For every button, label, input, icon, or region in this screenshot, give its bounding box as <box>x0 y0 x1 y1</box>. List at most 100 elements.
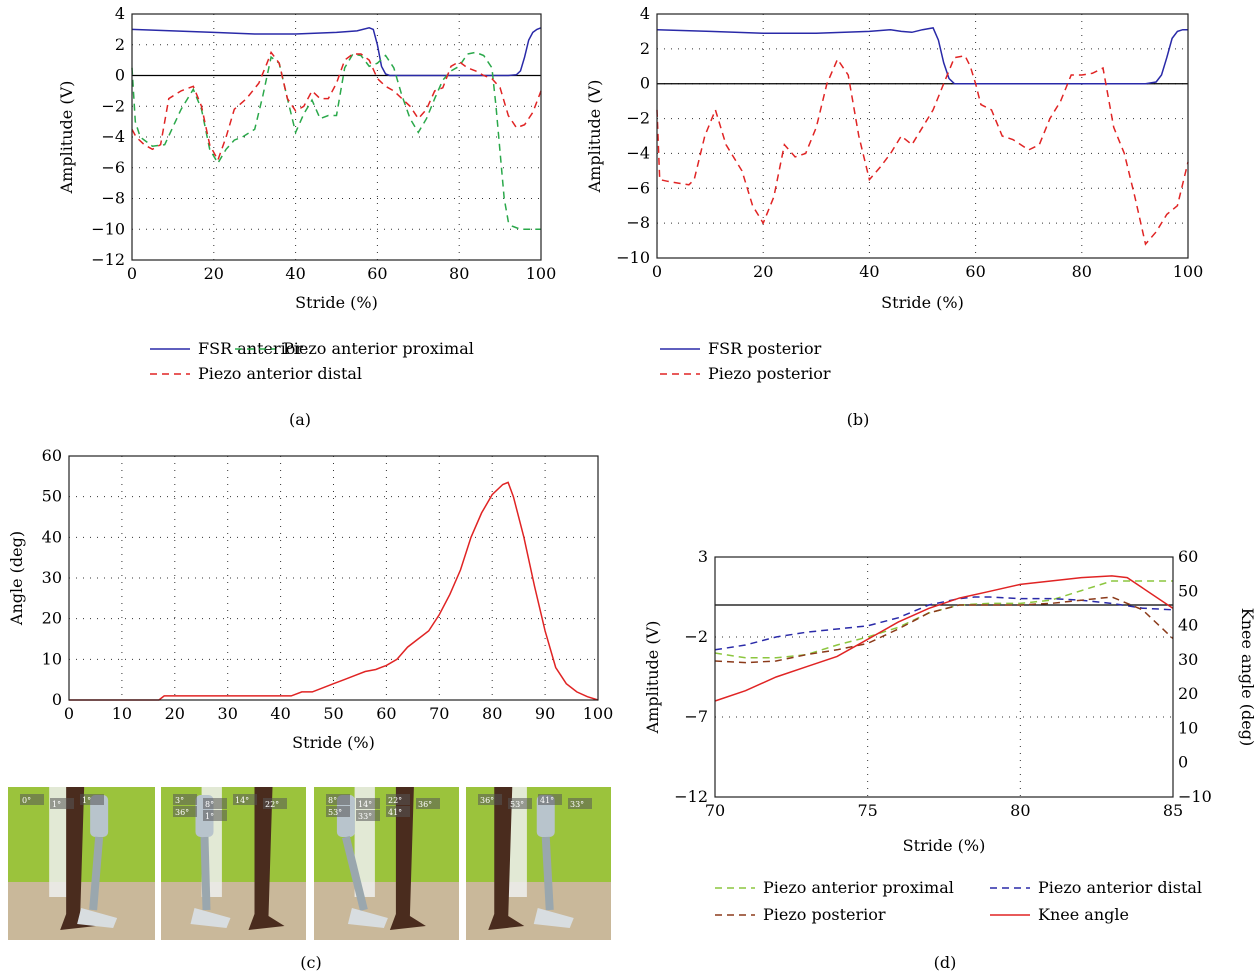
angle-label-bg <box>356 810 380 821</box>
photo-pylon <box>541 836 554 911</box>
angle-label: 14° <box>235 796 249 805</box>
y2-tick-label: −10 <box>1178 787 1212 806</box>
y-tick-label: −10 <box>616 248 650 267</box>
y-tick-label: 30 <box>42 568 62 587</box>
x-tick-label: 60 <box>367 264 387 283</box>
angle-label-bg <box>478 794 502 805</box>
angle-label-bg <box>263 798 287 809</box>
photo-pylon <box>200 836 211 911</box>
y2-tick-label: 0 <box>1178 753 1188 772</box>
gait-photo: 0° 1° 1° <box>8 787 155 940</box>
chart-panel-b: 0 20 40 60 80 100 −10 −8 −6 −4 −2 0 2 4 Stride (%) Ampl… <box>585 4 1203 383</box>
angle-label-bg <box>326 806 350 817</box>
photo-sound-leg <box>389 787 426 930</box>
photo-sound-leg <box>248 787 285 930</box>
gait-photo-strip: 0° 1° 1° 3° 8° 14° 22° 36° 1° 8° 14° 22° 36° 53° 33° 41… <box>8 787 611 940</box>
y-tick-label: −12 <box>674 787 708 806</box>
angle-label-bg <box>80 794 104 805</box>
series-line-fsr-posterior <box>656 27 1188 85</box>
angle-label: 3° <box>175 796 184 805</box>
x-tick-label: 20 <box>753 262 773 281</box>
y2-tick-label: 20 <box>1178 684 1198 703</box>
plot-frame <box>714 556 1174 798</box>
angle-label-bg <box>356 798 380 809</box>
angle-label-bg <box>203 810 227 821</box>
x-tick-label: 40 <box>285 264 305 283</box>
y-tick-label: −2 <box>684 627 708 646</box>
photo-pylon <box>89 836 104 911</box>
angle-label-bg <box>386 806 410 817</box>
x-tick-label: 60 <box>376 704 396 723</box>
angle-label: 1° <box>52 800 61 809</box>
legend-label: Piezo posterior <box>708 364 831 383</box>
legend-label: Piezo anterior distal <box>198 364 362 383</box>
angle-label-bg <box>416 798 440 809</box>
series-line-piezo-anterior-proximal <box>131 51 541 231</box>
angle-label-bg <box>173 806 197 817</box>
legend-label: Piezo anterior proximal <box>283 339 474 358</box>
photo-lab-coat <box>49 787 70 897</box>
caption-a: (a) <box>289 410 311 429</box>
plot-frame <box>68 455 599 701</box>
x-tick-label: 100 <box>583 704 614 723</box>
caption-d: (d) <box>934 953 957 972</box>
legend-label: Piezo anterior distal <box>1038 878 1202 897</box>
angle-label: 8° <box>205 800 214 809</box>
y-tick-label: −2 <box>626 109 650 128</box>
photo-socket <box>536 795 555 837</box>
photo-prosthetic-foot <box>533 908 574 928</box>
angle-label: 53° <box>328 808 342 817</box>
x-tick-label: 40 <box>859 262 879 281</box>
angle-label-bg <box>326 794 350 805</box>
photo-floor <box>314 882 459 940</box>
y2-tick-label: 10 <box>1178 718 1198 737</box>
angle-label: 53° <box>510 800 524 809</box>
x-tick-label: 70 <box>429 704 449 723</box>
legend-label: Knee angle <box>1038 905 1129 924</box>
angle-label: 36° <box>175 808 189 817</box>
y-tick-label: −4 <box>626 143 650 162</box>
y-tick-label: 0 <box>640 74 650 93</box>
photo-prosthetic-foot <box>77 908 118 928</box>
angle-label-bg <box>386 794 410 805</box>
y-tick-label: 2 <box>640 39 650 58</box>
angle-label: 33° <box>570 800 584 809</box>
x-tick-label: 80 <box>449 264 469 283</box>
gait-photo: 36° 53° 41° 33° <box>466 787 611 940</box>
angle-label: 36° <box>480 796 494 805</box>
x-tick-label: 90 <box>535 704 555 723</box>
legend-label: Piezo posterior <box>763 905 886 924</box>
x-tick-label: 60 <box>965 262 985 281</box>
photo-floor <box>161 882 306 940</box>
x-tick-label: 30 <box>218 704 238 723</box>
photo-socket <box>90 795 109 837</box>
x-tick-label: 0 <box>64 704 74 723</box>
photo-pylon <box>342 836 368 911</box>
y-tick-label: −10 <box>91 219 125 238</box>
series-line-piezo-anterior-distal <box>131 50 542 162</box>
angle-label: 33° <box>358 812 372 821</box>
series-line-piezo-anterior-proximal <box>714 580 1173 659</box>
x-tick-label: 80 <box>1072 262 1092 281</box>
y-tick-label: 0 <box>52 690 62 709</box>
angle-label: 8° <box>328 796 337 805</box>
plot-frame <box>656 13 1189 259</box>
y-axis-label: Amplitude (V) <box>643 621 662 735</box>
angle-label-bg <box>203 798 227 809</box>
photo-prosthetic-foot <box>347 908 388 928</box>
angle-label-bg <box>50 798 74 809</box>
y-tick-label: −8 <box>101 189 125 208</box>
y-tick-label: 20 <box>42 609 62 628</box>
x-tick-label: 70 <box>705 801 725 820</box>
photo-sound-leg <box>488 787 525 930</box>
gait-photo: 3° 8° 14° 22° 36° 1° <box>161 787 306 940</box>
y-axis-label: Amplitude (V) <box>585 80 604 194</box>
y-tick-label: 0 <box>115 66 125 85</box>
x-tick-label: 80 <box>482 704 502 723</box>
angle-label: 22° <box>265 800 279 809</box>
angle-label-bg <box>508 798 532 809</box>
angle-label: 41° <box>388 808 402 817</box>
x-tick-label: 40 <box>270 704 290 723</box>
angle-label: 41° <box>540 796 554 805</box>
